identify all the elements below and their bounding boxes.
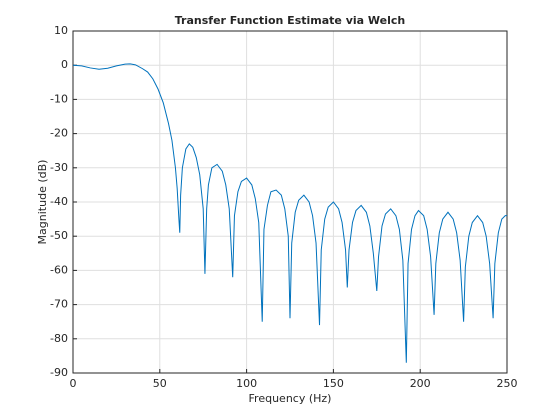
- y-axis-label: Magnitude (dB): [36, 160, 49, 245]
- y-tick-label: -50: [50, 229, 68, 242]
- x-tick-label: 0: [70, 377, 77, 390]
- y-tick-label: -90: [50, 366, 68, 379]
- y-tick-label: -70: [50, 298, 68, 311]
- chart-title: Transfer Function Estimate via Welch: [175, 14, 405, 27]
- series-line: [72, 63, 507, 363]
- x-tick-label: 100: [236, 377, 257, 390]
- y-tick-label: -80: [50, 332, 68, 345]
- x-tick-label: 200: [410, 377, 431, 390]
- x-tick-label: 150: [323, 377, 344, 390]
- x-tick-label: 250: [497, 377, 518, 390]
- x-tick-label: 50: [153, 377, 167, 390]
- plot-frame: [72, 30, 508, 374]
- y-tick-label: -30: [50, 161, 68, 174]
- y-tick-label: -40: [50, 195, 68, 208]
- y-tick-label: 0: [61, 58, 68, 71]
- x-axis-label: Frequency (Hz): [249, 392, 332, 405]
- y-tick-label: -60: [50, 263, 68, 276]
- y-tick-label: 10: [54, 24, 68, 37]
- y-tick-label: -20: [50, 127, 68, 140]
- y-tick-label: -10: [50, 92, 68, 105]
